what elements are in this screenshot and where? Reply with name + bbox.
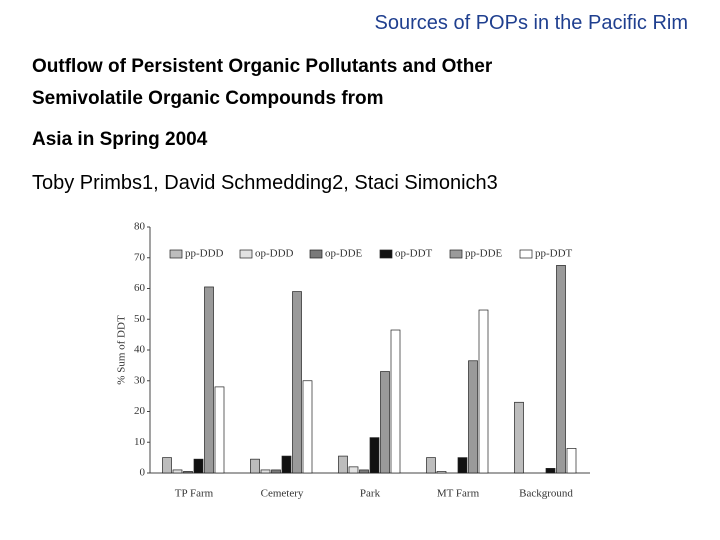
- legend-swatch: [449, 249, 463, 259]
- legend-swatch: [519, 249, 533, 259]
- bar: [514, 401, 524, 474]
- legend-label: op-DDT: [395, 248, 433, 260]
- x-tick-label: Background: [519, 488, 573, 500]
- y-tick-label: 80: [134, 221, 146, 233]
- x-tick-label: Cemetery: [261, 488, 304, 500]
- legend-label: pp-DDT: [535, 248, 573, 260]
- y-tick-label: 30: [134, 374, 146, 386]
- bar: [468, 360, 478, 474]
- bar: [281, 455, 292, 474]
- bar: [566, 448, 577, 474]
- y-tick-label: 50: [134, 313, 146, 325]
- y-axis-label: % Sum of DDT: [116, 315, 128, 385]
- authors: Toby Primbs1, David Schmedding2, Staci S…: [32, 172, 498, 194]
- bar: [380, 371, 390, 474]
- bar: [348, 466, 359, 474]
- legend-label: pp-DDE: [465, 248, 503, 260]
- bar: [271, 469, 281, 474]
- bar: [183, 471, 193, 474]
- bar: [426, 457, 436, 474]
- y-tick-label: 10: [134, 436, 146, 448]
- y-tick-label: 0: [140, 467, 146, 479]
- legend-swatch: [309, 249, 323, 259]
- bar: [369, 437, 380, 474]
- x-tick-label: MT Farm: [437, 488, 480, 500]
- x-tick-label: TP Farm: [175, 488, 214, 500]
- bar: [193, 458, 204, 474]
- legend-swatch: [239, 249, 253, 259]
- bar: [162, 457, 172, 474]
- slide-header: Sources of POPs in the Pacific Rim: [374, 12, 688, 34]
- x-tick-label: Park: [360, 488, 381, 500]
- bar: [292, 291, 302, 474]
- legend-label: op-DDE: [325, 248, 363, 260]
- legend-swatch: [379, 249, 393, 259]
- y-tick-label: 60: [134, 282, 146, 294]
- bar: [204, 286, 214, 474]
- bar: [214, 386, 225, 474]
- y-tick-label: 70: [134, 251, 146, 263]
- y-tick-label: 20: [134, 405, 146, 417]
- legend-swatch: [169, 249, 183, 259]
- bar: [478, 309, 489, 474]
- bar: [359, 469, 369, 474]
- slide-title: Outflow of Persistent Organic Pollutants…: [32, 56, 493, 77]
- bar: [260, 469, 271, 474]
- legend-label: pp-DDD: [185, 248, 224, 260]
- bar: [457, 457, 468, 474]
- bar: [172, 469, 183, 474]
- bar: [390, 329, 401, 474]
- bar: [436, 471, 447, 474]
- slide-title: Asia in Spring 2004: [32, 129, 208, 150]
- legend-label: op-DDD: [255, 248, 294, 260]
- y-tick-label: 40: [134, 344, 146, 356]
- bar: [556, 265, 566, 474]
- bar: [302, 380, 313, 474]
- bar: [545, 468, 556, 474]
- slide-title: Semivolatile Organic Compounds from: [32, 88, 384, 109]
- bar: [250, 458, 260, 474]
- bar: [338, 455, 348, 474]
